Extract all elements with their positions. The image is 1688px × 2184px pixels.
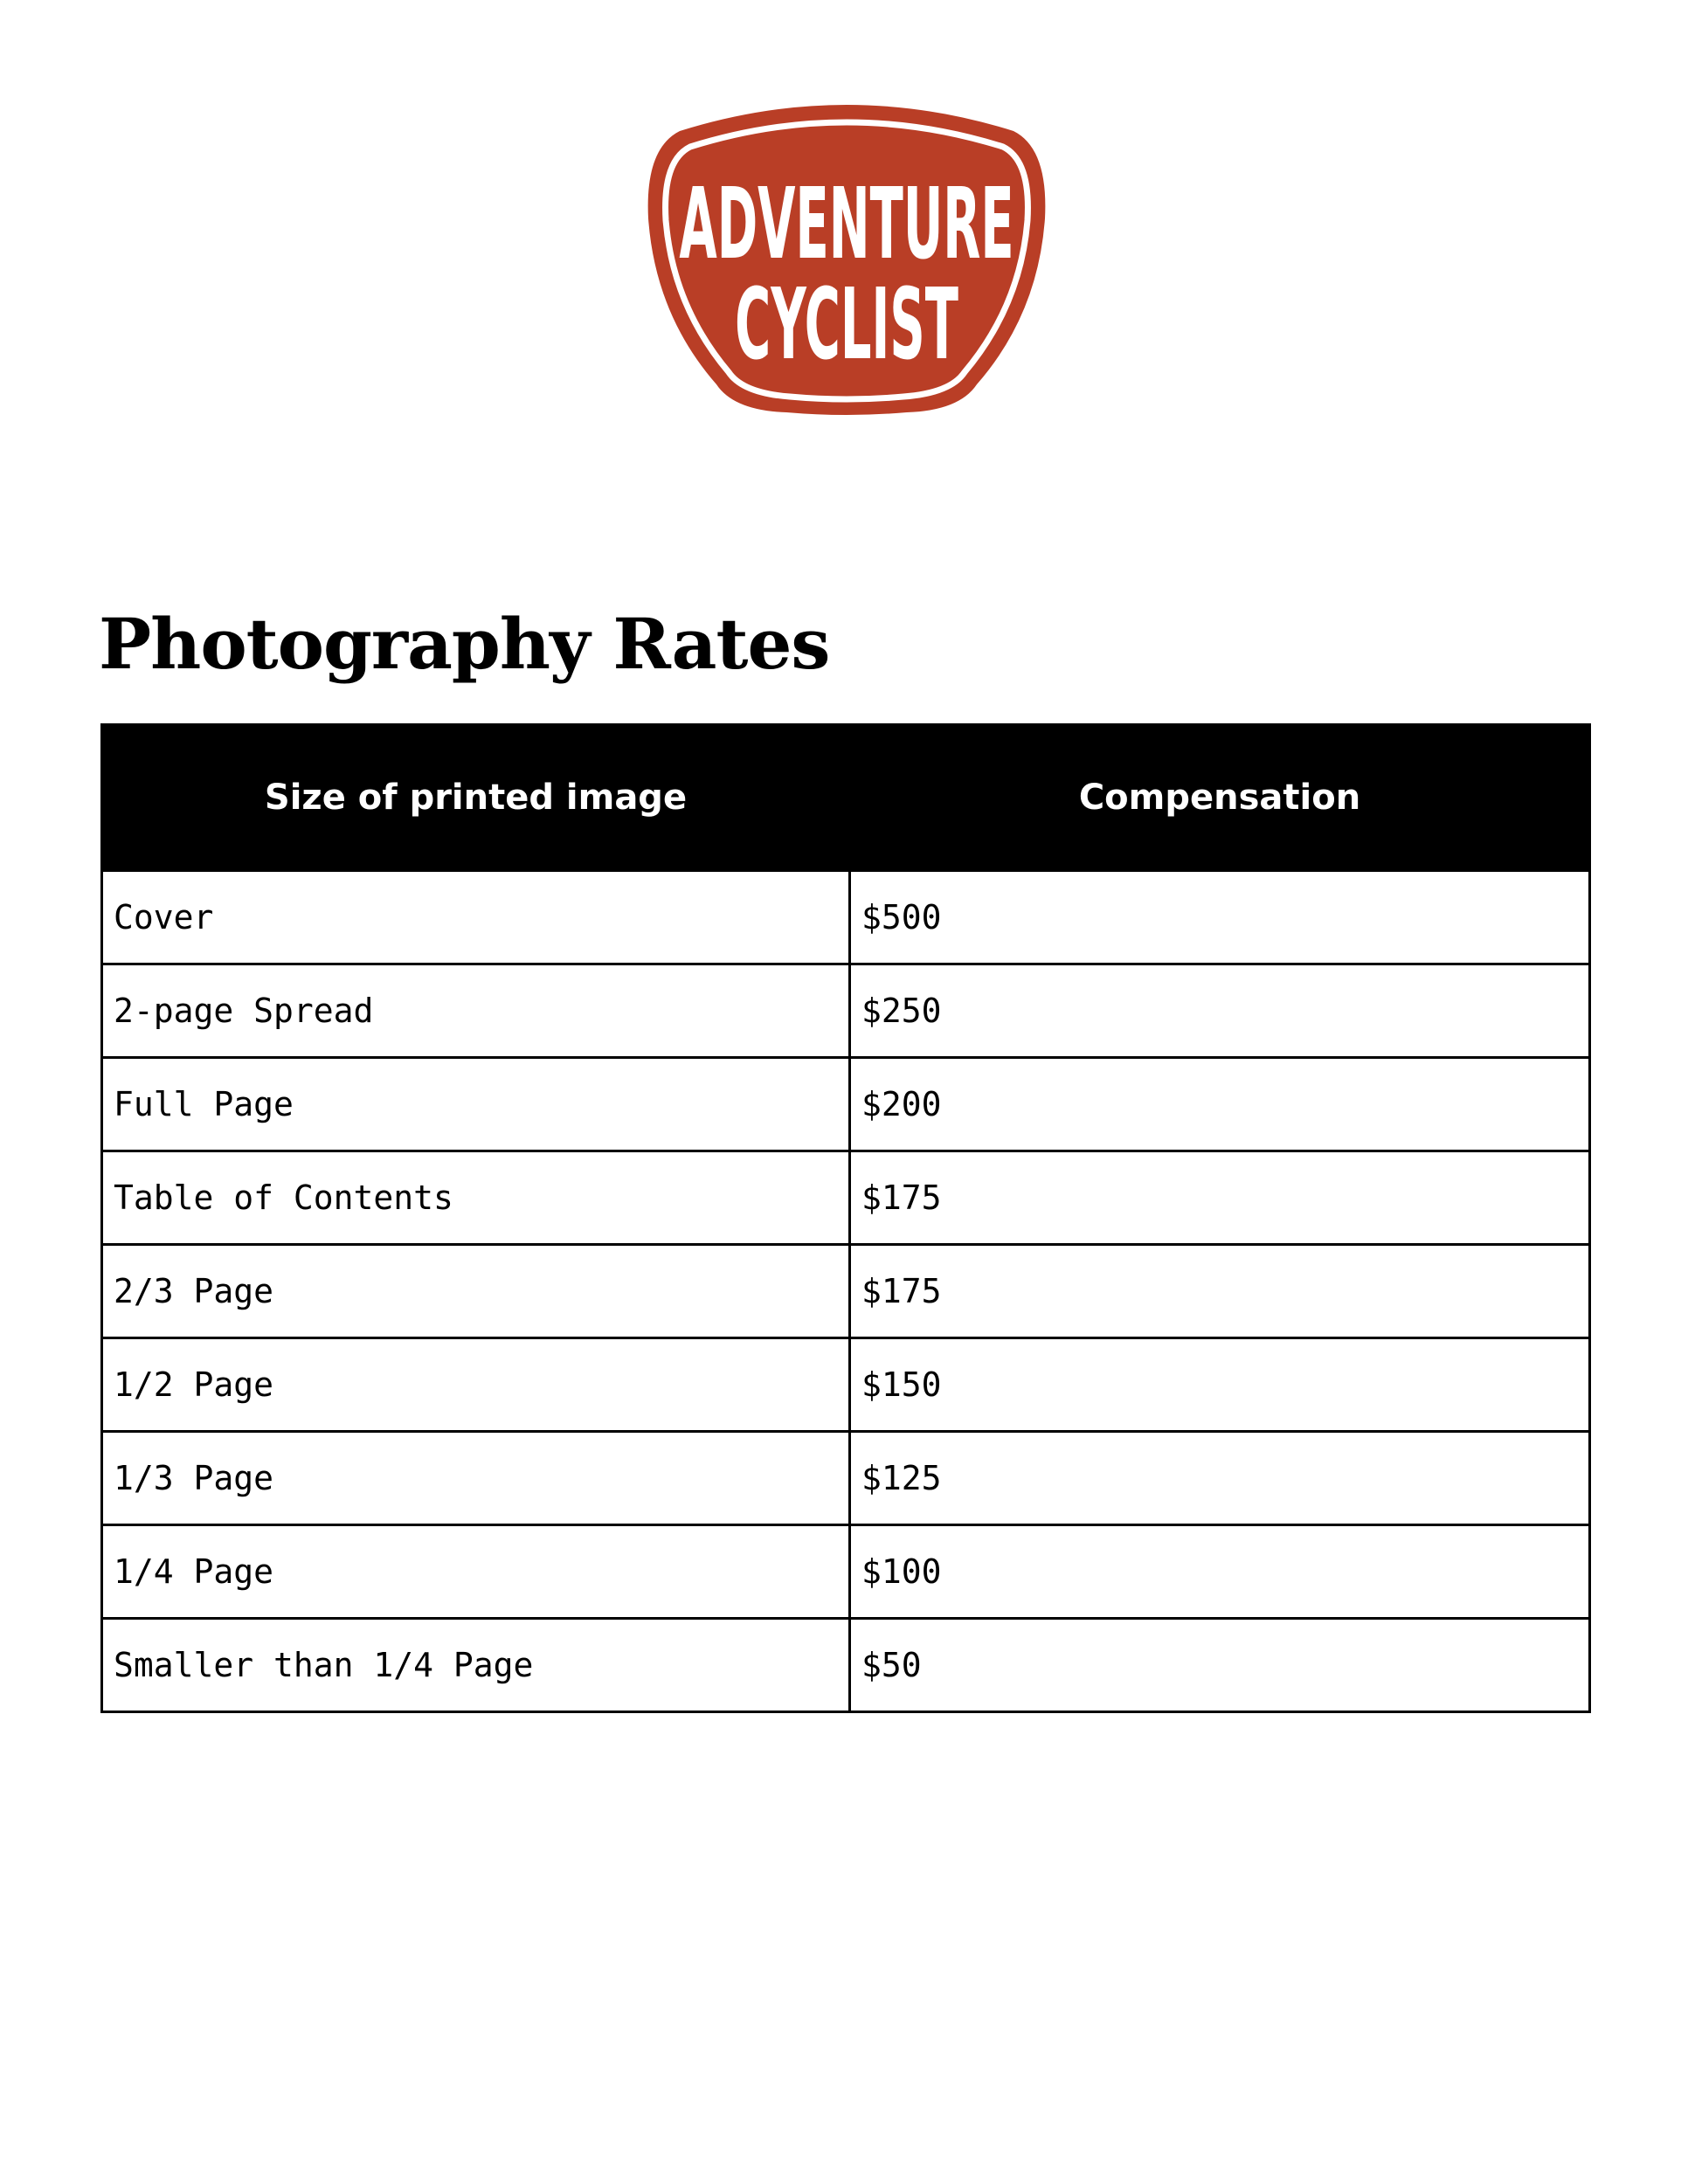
size-cell: 1/2 Page [100, 1337, 851, 1433]
size-cell: Cover [100, 869, 851, 965]
table-row: 2/3 Page $175 [100, 1243, 1591, 1339]
compensation-cell: $125 [848, 1430, 1591, 1526]
compensation-cell: $175 [848, 1243, 1591, 1339]
size-cell: 1/3 Page [100, 1430, 851, 1526]
page-title: Photography Rates [99, 603, 830, 685]
table-row: 1/2 Page $150 [100, 1337, 1591, 1433]
rates-table: Size of printed image Compensation Cover… [100, 723, 1591, 1713]
compensation-cell: $50 [848, 1617, 1591, 1713]
logo-line2: CYCLIST [735, 267, 958, 381]
compensation-cell: $100 [848, 1524, 1591, 1620]
table-row: 1/4 Page $100 [100, 1524, 1591, 1620]
table-row: Full Page $200 [100, 1056, 1591, 1152]
compensation-cell: $150 [848, 1337, 1591, 1433]
table-row: 1/3 Page $125 [100, 1430, 1591, 1526]
size-cell: Table of Contents [100, 1150, 851, 1246]
adventure-cyclist-logo: ADVENTURE CYCLIST [647, 105, 1046, 415]
table-row: 2-page Spread $250 [100, 963, 1591, 1059]
table-header-row: Size of printed image Compensation [100, 723, 1591, 872]
column-header-compensation: Compensation [848, 723, 1591, 872]
size-cell: Full Page [100, 1056, 851, 1152]
compensation-cell: $200 [848, 1056, 1591, 1152]
size-cell: 1/4 Page [100, 1524, 851, 1620]
compensation-cell: $500 [848, 869, 1591, 965]
logo-line1: ADVENTURE [679, 167, 1013, 280]
table-row: Table of Contents $175 [100, 1150, 1591, 1246]
compensation-cell: $250 [848, 963, 1591, 1059]
table-row: Smaller than 1/4 Page $50 [100, 1617, 1591, 1713]
table-row: Cover $500 [100, 869, 1591, 965]
size-cell: 2-page Spread [100, 963, 851, 1059]
column-header-size: Size of printed image [100, 723, 851, 872]
compensation-cell: $175 [848, 1150, 1591, 1246]
size-cell: Smaller than 1/4 Page [100, 1617, 851, 1713]
size-cell: 2/3 Page [100, 1243, 851, 1339]
